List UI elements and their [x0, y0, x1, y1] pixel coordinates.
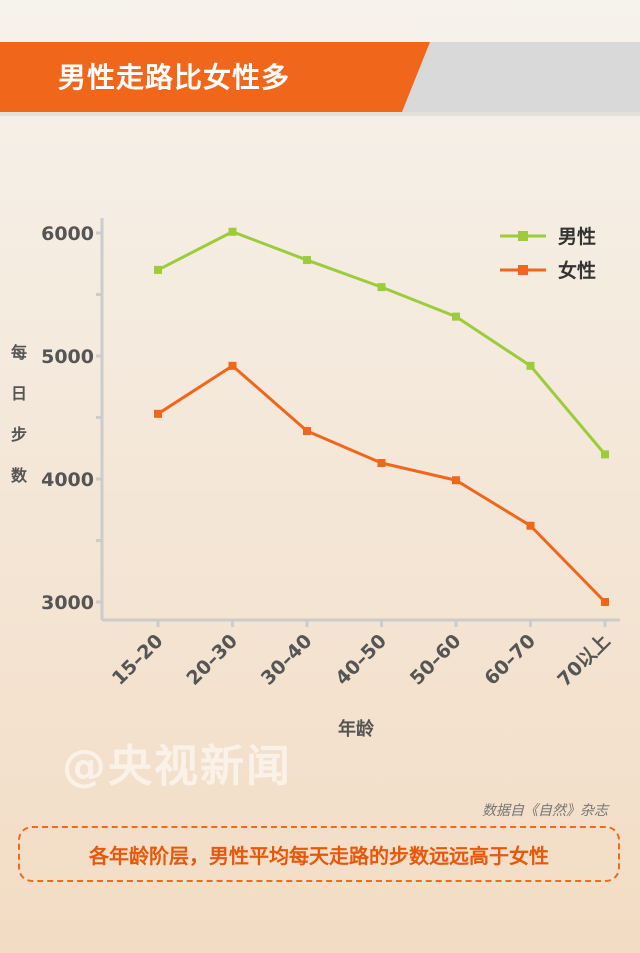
data-point	[303, 256, 311, 265]
data-point	[526, 361, 535, 370]
summary-box: 各年龄阶层，男性平均每天走路的步数远远高于女性	[18, 826, 620, 882]
data-point	[452, 476, 460, 485]
summary-text: 各年龄阶层，男性平均每天走路的步数远远高于女性	[89, 843, 549, 868]
y-label-char: 每	[11, 343, 27, 362]
data-point	[601, 598, 609, 606]
page-title: 男性走路比女性多	[58, 61, 291, 94]
x-tick-label: 60–70	[480, 630, 540, 690]
banner-gray-band	[400, 42, 640, 112]
x-tick-label: 40–50	[331, 630, 391, 690]
data-point	[377, 283, 386, 292]
x-tick-label: 15–20	[108, 630, 168, 690]
watermark: @央视新闻	[62, 741, 292, 792]
data-point	[154, 265, 162, 274]
source-note: 数据自《自然》杂志	[482, 803, 608, 819]
data-point	[526, 521, 535, 530]
x-tick-label: 20–30	[182, 630, 242, 690]
banner-orange-band	[0, 42, 430, 112]
data-point	[303, 427, 311, 436]
y-tick-label: 6000	[41, 223, 94, 245]
legend-swatch-marker	[518, 265, 528, 275]
title-banner	[0, 42, 640, 116]
x-tick-label: 70以上	[553, 630, 614, 691]
x-tick-label: 30–40	[257, 630, 317, 690]
data-point	[154, 409, 162, 418]
legend-swatch-marker	[518, 231, 528, 241]
legend-label: 男性	[558, 225, 596, 248]
series-line-1	[157, 364, 607, 604]
y-tick-label: 5000	[41, 346, 94, 368]
y-label-char: 步	[11, 425, 27, 444]
data-point	[601, 450, 609, 459]
y-tick-label: 4000	[41, 469, 94, 491]
legend-label: 女性	[558, 259, 596, 282]
y-label-char: 数	[11, 466, 28, 485]
data-point	[228, 361, 237, 370]
data-point	[452, 312, 460, 321]
y-label-char: 日	[11, 384, 27, 403]
data-point	[228, 227, 237, 236]
y-tick-label: 3000	[41, 592, 94, 614]
series-line-0	[157, 230, 607, 456]
x-tick-label: 50–60	[406, 630, 466, 690]
x-axis-label: 年龄	[338, 718, 375, 740]
data-point	[377, 459, 386, 468]
